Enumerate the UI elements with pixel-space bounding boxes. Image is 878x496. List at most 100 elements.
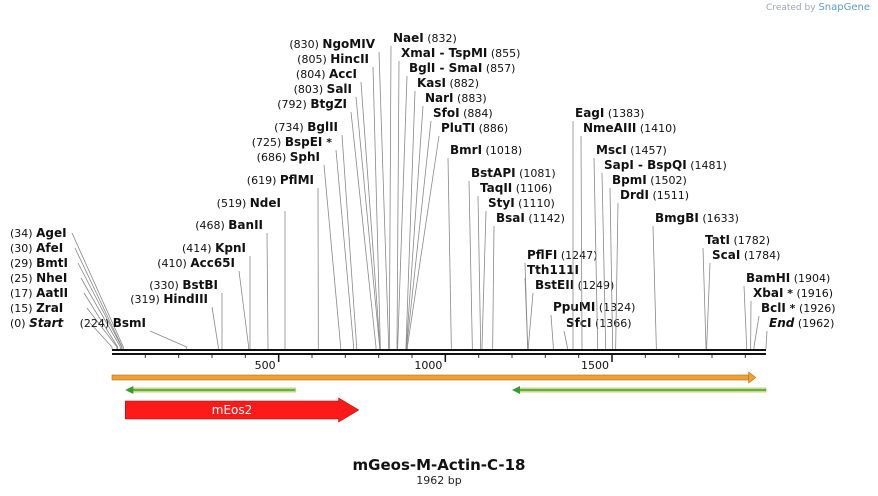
restriction-site: PluTI (886) <box>406 121 509 349</box>
site-name: SfcI <box>566 316 591 330</box>
site-name: NheI <box>36 271 67 285</box>
site-position: (725) <box>252 136 282 149</box>
site-label: PpuMI (1324) <box>553 300 635 314</box>
site-label: (330) BstBI <box>149 278 218 292</box>
site-leader-line <box>477 195 482 349</box>
site-name: BmgBI <box>655 211 699 225</box>
site-label: (792) BtgZI <box>277 97 347 111</box>
site-position: (410) <box>157 257 187 270</box>
site-position: (1142) <box>528 212 565 225</box>
site-leader-line <box>615 202 619 349</box>
site-leader-line <box>609 187 614 349</box>
site-name: MscI <box>596 143 627 157</box>
site-position: (1106) <box>516 182 553 195</box>
restriction-site: (330) BstBI <box>149 278 223 349</box>
site-name: End <box>769 316 795 330</box>
site-leader-line <box>765 330 768 349</box>
site-name: BsaI <box>496 211 525 225</box>
site-position: (319) <box>130 293 160 306</box>
site-position: (686) <box>257 151 287 164</box>
site-label: (410) Acc65I <box>157 256 235 270</box>
site-position: (1383) <box>608 107 645 120</box>
site-leader-line <box>481 210 487 349</box>
site-leader-line <box>71 232 124 349</box>
site-position: (29) <box>10 257 33 270</box>
orange-feature-bar <box>111 371 757 384</box>
site-label: BstEII (1249) <box>535 278 614 292</box>
site-label: (830) NgoMIV <box>289 37 375 51</box>
site-position: (1081) <box>519 167 556 180</box>
site-position: (1249) <box>578 279 615 292</box>
site-leader-line <box>388 45 392 349</box>
restriction-site: (30) AfeI <box>10 241 123 349</box>
site-name: PpuMI <box>553 300 595 314</box>
site-name: XbaI <box>753 286 783 300</box>
site-position: (1502) <box>650 174 687 187</box>
site-leader-line <box>580 135 583 349</box>
site-name: DrdI <box>620 188 649 202</box>
site-name: StyI <box>488 196 515 210</box>
site-label: BpmI (1502) <box>612 173 687 187</box>
site-label: SfcI (1366) <box>566 316 632 330</box>
site-name: ZraI <box>36 301 63 315</box>
site-leader-line <box>527 292 534 349</box>
site-position: (330) <box>149 279 179 292</box>
restriction-site: (25) NheI <box>10 271 121 349</box>
site-star: * <box>786 302 796 315</box>
restriction-site: (17) AatII <box>10 286 119 349</box>
site-label: SfoI (884) <box>433 106 493 120</box>
restriction-site: (734) BglII <box>274 120 358 349</box>
site-name: BglI - SmaI <box>409 61 482 75</box>
site-leader-line <box>396 60 400 349</box>
site-name: ScaI <box>712 248 740 262</box>
site-name: Start <box>29 316 64 330</box>
ruler-tick-label: 1500 <box>581 359 609 372</box>
restriction-site: BmrI (1018) <box>447 143 522 349</box>
site-position: (414) <box>182 242 212 255</box>
site-leader-line <box>378 51 390 349</box>
site-position: (619) <box>247 174 277 187</box>
site-label: TaqII (1106) <box>480 181 552 195</box>
site-name: Tth111I <box>527 263 579 277</box>
site-label: SapI - BspQI (1481) <box>604 158 727 172</box>
restriction-site: (792) BtgZI <box>277 97 377 349</box>
site-label: KasI (882) <box>417 76 479 90</box>
restriction-site: BsaI (1142) <box>492 211 565 349</box>
site-name: NdeI <box>250 196 281 210</box>
snapgene-logo: SnapGene <box>818 2 870 13</box>
site-leader-line <box>80 277 121 349</box>
restriction-site: XbaI * (1916) <box>750 286 833 349</box>
site-leader-line <box>405 105 424 349</box>
ruler-tick-label: 500 <box>255 359 276 372</box>
site-leader-line <box>563 330 568 349</box>
site-name: TatI <box>705 233 730 247</box>
restriction-site: ScaI (1784) <box>706 248 780 349</box>
site-label: End (1962) <box>769 316 834 330</box>
site-position: (883) <box>457 92 487 105</box>
plasmid-length: 1962 bp <box>416 474 462 487</box>
site-position: (832) <box>427 32 457 45</box>
site-position: (1410) <box>640 122 677 135</box>
site-name: NmeAIII <box>583 121 636 135</box>
site-label: (0) Start <box>10 316 64 330</box>
site-position: (886) <box>479 122 509 135</box>
restriction-site: EagI (1383) <box>572 106 645 349</box>
site-name: KpnI <box>215 241 246 255</box>
site-name: XmaI - TspMI <box>401 46 487 60</box>
restriction-site: BmgBI (1633) <box>652 211 739 349</box>
site-label: BamHI (1904) <box>746 271 830 285</box>
site-name: KasI <box>417 76 446 90</box>
site-label: (725) BspEI * <box>252 135 332 149</box>
site-name: BpmI <box>612 173 647 187</box>
restriction-site: (15) ZraI <box>10 301 118 349</box>
site-name: EagI <box>575 106 604 120</box>
site-leader-line <box>652 225 657 349</box>
site-name: BanII <box>228 218 263 232</box>
site-position: (1511) <box>652 189 689 202</box>
restriction-site: NmeAIII (1410) <box>580 121 677 349</box>
restriction-site: (319) HindIII <box>130 292 219 349</box>
restriction-site: BstAPI (1081) <box>468 166 556 349</box>
site-position: (1366) <box>595 317 632 330</box>
site-position: (1324) <box>599 301 636 314</box>
restriction-site: BstEII (1249) <box>527 278 614 349</box>
